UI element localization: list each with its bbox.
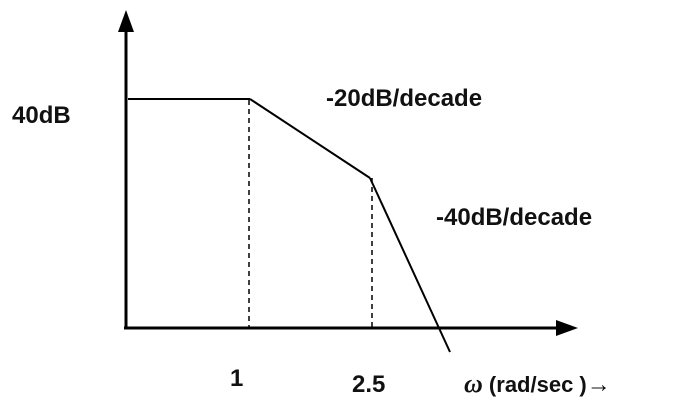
x-axis-label: ω (rad/sec )→ bbox=[464, 369, 611, 398]
x-axis-unit-text: (rad/sec ) bbox=[483, 372, 587, 397]
y-axis-arrowhead bbox=[118, 10, 134, 32]
omega-symbol: ω bbox=[464, 369, 483, 398]
x-axis-arrow-icon: → bbox=[587, 371, 611, 398]
x-tick-label-2-5: 2.5 bbox=[352, 371, 385, 398]
y-tick-label-40db: 40dB bbox=[12, 102, 71, 129]
segment-minus-20db bbox=[249, 98, 371, 179]
slope-label-minus-20: -20dB/decade bbox=[326, 85, 482, 112]
segment-minus-40db bbox=[369, 177, 451, 353]
slope-label-minus-40: -40dB/decade bbox=[436, 204, 592, 231]
x-axis-arrowhead bbox=[556, 320, 578, 336]
x-tick-label-1: 1 bbox=[230, 365, 243, 392]
